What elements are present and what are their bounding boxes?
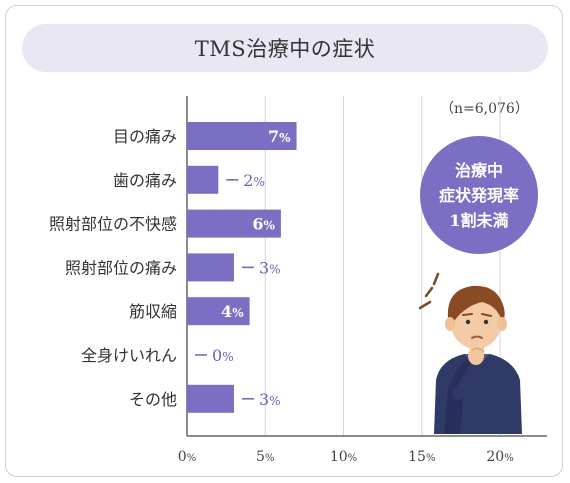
category-label: その他 [129,390,177,409]
title-pill: TMS治療中の症状 [22,24,548,72]
data-label: 3% [259,258,281,277]
data-label: 3% [259,390,281,409]
badge-line-2: 症状発現率 [438,185,519,205]
category-label: 筋収縮 [129,302,177,321]
chart-title: TMS治療中の症状 [194,37,376,61]
x-tick-label-0: 0% [178,449,196,465]
x-tick-label-5: 5% [256,449,274,465]
badge-line-1: 治療中 [454,160,503,180]
bar [187,209,281,238]
data-label: 7% [268,127,291,146]
incidence-badge: 治療中 症状発現率 1割未満 [420,136,538,254]
person-hand [468,347,484,365]
category-label: 照射部位の痛み [65,258,177,277]
category-label: 目の痛み [113,127,177,146]
data-label: 0% [212,346,234,365]
data-label: 2% [243,171,265,190]
badge-line-3: 1割未満 [449,210,509,230]
data-label: 4% [221,302,244,321]
bar [187,253,234,282]
category-label: 照射部位の不快感 [49,215,177,234]
thinking-person-illustration [418,272,522,434]
category-label: 歯の痛み [113,171,177,190]
bar [187,122,297,150]
bar [187,297,250,326]
x-tick-label-10: 10% [330,449,357,465]
category-label: 全身けいれん [81,346,177,365]
bar [187,165,219,194]
x-tick-label-15: 15% [408,449,435,465]
person-hair [447,285,505,324]
sample-size-note: （n=6,076） [440,101,529,117]
data-label: 6% [252,215,275,234]
worry-lines-icon [418,272,440,310]
x-tick-label-20: 20% [486,449,513,465]
bar [187,384,234,413]
